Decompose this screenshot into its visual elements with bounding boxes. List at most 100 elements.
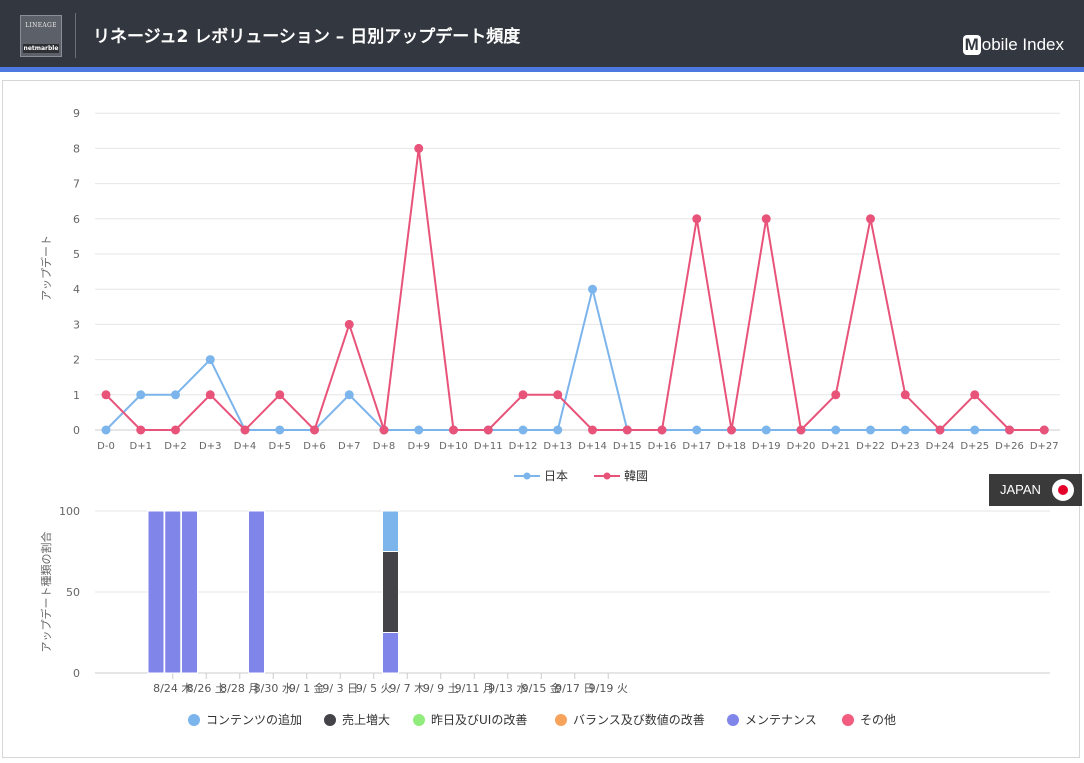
line-x-tick-label: D+3 [199, 441, 221, 452]
line-point-1 [483, 425, 493, 435]
bar-y-tick-label: 0 [73, 667, 80, 680]
header-divider [75, 13, 76, 58]
line-point-1 [761, 214, 771, 224]
line-y-tick-label: 4 [73, 283, 80, 296]
line-point-1 [553, 390, 563, 400]
line-point-1 [657, 425, 667, 435]
line-point-0 [831, 425, 841, 435]
bar-legend-marker [555, 714, 567, 726]
bar-legend-marker [727, 714, 739, 726]
line-point-1 [1039, 425, 1049, 435]
bar-x-tick-label: 8/28 月 [220, 682, 259, 695]
bar-x-tick-label: 9/15 金 [522, 681, 561, 695]
line-point-1 [240, 425, 250, 435]
bar-x-tick-label: 9/ 5 火 [356, 682, 392, 695]
bar-x-tick-label: 9/19 火 [589, 682, 628, 695]
line-point-1 [900, 390, 910, 400]
line-x-tick-label: D+27 [1030, 441, 1059, 452]
bar-legend-label: 昨日及びUIの改善 [431, 712, 527, 727]
line-x-tick-label: D+1 [130, 441, 152, 452]
bar-x-tick-label: 9/13 水 [488, 682, 527, 695]
line-point-1 [310, 425, 319, 435]
stacked-bar-segment [382, 632, 399, 674]
line-point-1 [518, 390, 528, 400]
bar-legend-marker [188, 714, 200, 726]
stacked-bar-segment [147, 510, 165, 674]
line-point-1 [970, 390, 980, 400]
bar-legend-marker [413, 714, 425, 726]
line-x-tick-label: D+15 [613, 441, 642, 452]
bar-x-tick-label: 8/30 水 [254, 682, 293, 695]
page-title: リネージュ2 レボリューション – 日別アップデート頻度 [93, 27, 521, 47]
line-y-tick-label: 9 [73, 107, 80, 120]
line-point-1 [449, 425, 458, 435]
line-x-tick-label: D+12 [509, 441, 538, 452]
line-point-1 [171, 425, 180, 435]
brand-name: obile Index [981, 35, 1064, 54]
line-x-tick-label: D+25 [960, 441, 989, 452]
line-point-1 [727, 425, 736, 435]
line-x-tick-label: D+9 [408, 441, 430, 452]
line-x-tick-label: D+6 [303, 441, 325, 452]
line-point-1 [935, 425, 945, 435]
line-y-tick-label: 1 [73, 389, 80, 402]
line-x-tick-label: D+17 [682, 441, 711, 452]
line-y-tick-label: 6 [73, 213, 80, 226]
line-point-0 [553, 425, 563, 435]
line-point-1 [831, 390, 841, 400]
line-x-tick-label: D+11 [474, 441, 503, 452]
stacked-bar-segment [382, 551, 399, 633]
line-point-1 [588, 425, 597, 435]
line-point-1 [379, 425, 389, 435]
bar-legend-marker [324, 714, 336, 726]
line-y-axis-label: アップデート [39, 235, 53, 301]
region-badge[interactable]: JAPAN [989, 474, 1082, 506]
line-series-0 [105, 288, 1045, 431]
line-x-tick-label: D+20 [787, 441, 816, 452]
line-y-tick-label: 0 [73, 424, 80, 437]
line-point-1 [866, 214, 875, 224]
bar-y-axis-label: アップデート種類の割合 [39, 532, 53, 653]
logo-text-bottom: netmarble [23, 44, 59, 53]
line-y-tick-label: 2 [73, 354, 80, 367]
line-point-0 [414, 425, 424, 435]
line-x-tick-label: D+10 [439, 441, 468, 452]
japan-flag-icon [1052, 479, 1074, 501]
line-y-tick-label: 3 [73, 318, 80, 331]
line-series-1 [105, 148, 1045, 433]
line-x-tick-label: D+2 [164, 441, 186, 452]
bar-x-tick-label: 9/ 3 日 [322, 682, 358, 695]
line-x-tick-label: D+16 [648, 441, 677, 452]
stacked-bar-segment [248, 510, 265, 674]
stacked-bar-segment [164, 510, 182, 674]
line-point-0 [761, 425, 771, 435]
bar-legend-label: メンテナンス [745, 713, 817, 727]
bar-legend-label: その他 [860, 713, 896, 727]
line-x-tick-label: D+4 [234, 441, 256, 452]
app-logo: LINEAGE netmarble [20, 15, 62, 57]
line-point-0 [171, 390, 180, 400]
line-point-1 [275, 390, 285, 400]
stacked-bar-segment [181, 510, 198, 674]
line-x-tick-label: D+24 [926, 441, 955, 452]
bar-legend-marker [842, 714, 854, 726]
line-x-tick-label: D+13 [543, 441, 572, 452]
bar-x-tick-label: 8/26 土 [187, 682, 226, 695]
line-point-1 [1005, 425, 1014, 435]
bar-legend-label: コンテンツの追加 [206, 712, 302, 727]
line-point-0 [588, 284, 597, 294]
line-x-tick-label: D+19 [752, 441, 781, 452]
line-legend-label: 日本 [544, 469, 568, 483]
line-point-1 [101, 390, 111, 400]
line-point-1 [796, 425, 806, 435]
bar-x-tick-label: 9/11 月 [455, 682, 494, 695]
line-point-1 [414, 143, 424, 153]
line-point-0 [275, 425, 285, 435]
line-y-tick-label: 5 [73, 248, 80, 261]
stacked-bar-segment [382, 510, 399, 552]
line-x-tick-label: D+14 [578, 441, 607, 452]
line-x-tick-label: D+22 [856, 441, 885, 452]
bar-x-tick-label: 9/17 日 [555, 682, 594, 695]
